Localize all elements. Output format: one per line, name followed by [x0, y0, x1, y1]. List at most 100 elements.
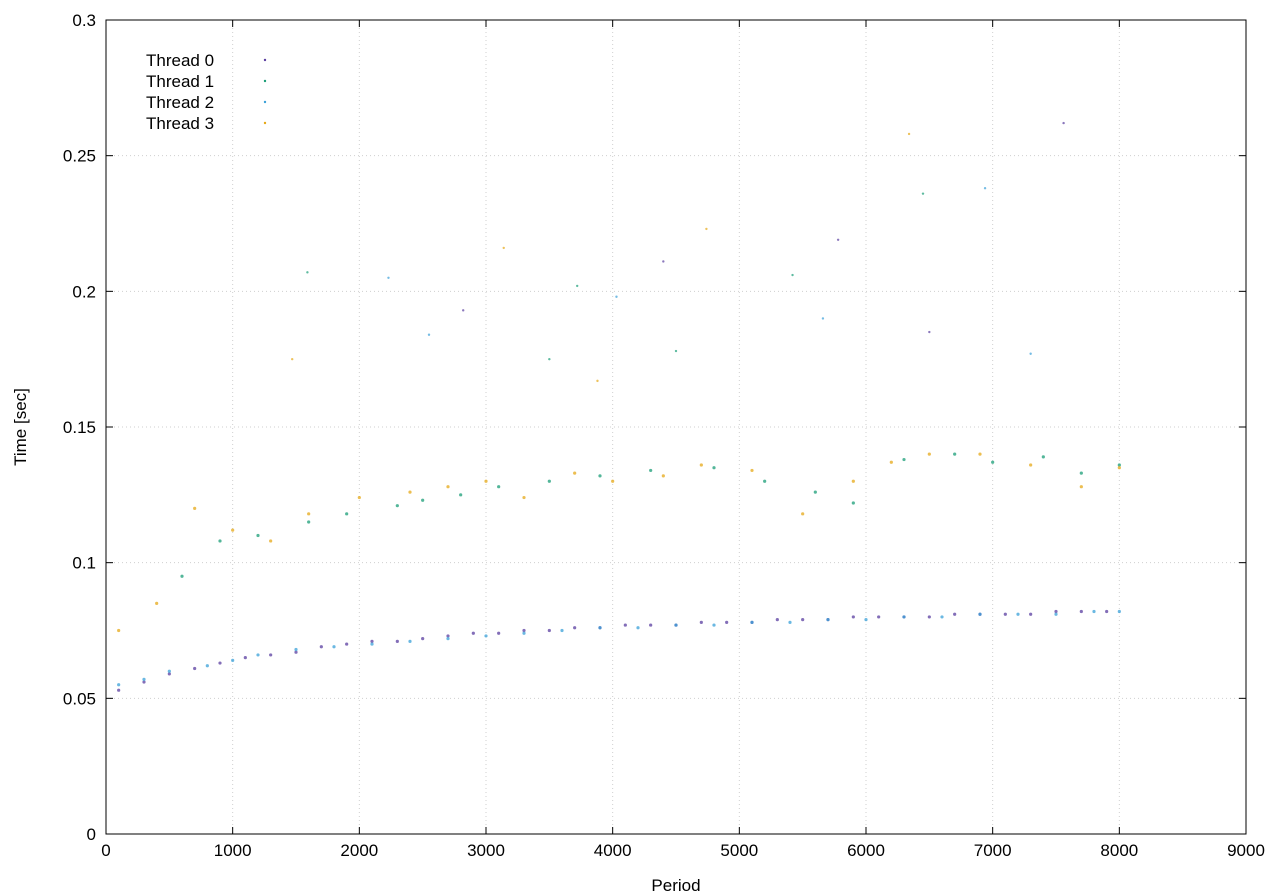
y-axis-label: Time [sec]	[11, 388, 30, 466]
outlier-point	[291, 357, 294, 361]
data-point	[294, 647, 298, 652]
outlier-points	[291, 121, 1065, 383]
data-point	[851, 479, 855, 483]
data-point	[446, 637, 450, 641]
outlier-point	[662, 260, 665, 263]
x-tick-label: 3000	[467, 841, 505, 860]
data-point	[205, 664, 209, 668]
y-tick-label: 0.3	[72, 11, 96, 30]
data-point	[1079, 485, 1083, 489]
data-point	[801, 512, 805, 516]
x-tick-label: 7000	[974, 841, 1012, 860]
data-point	[991, 460, 995, 464]
legend-marker	[263, 121, 267, 125]
data-point	[345, 642, 349, 646]
outlier-point	[576, 284, 579, 288]
data-point	[927, 615, 931, 619]
data-point	[902, 615, 906, 619]
data-point	[889, 460, 893, 464]
x-tick-label: 2000	[340, 841, 378, 860]
data-point	[231, 528, 235, 532]
x-tick-label: 8000	[1100, 841, 1138, 860]
outlier-point	[462, 309, 465, 312]
data-point	[167, 669, 171, 673]
data-point	[446, 634, 450, 638]
data-point	[560, 628, 564, 633]
data-point	[788, 620, 792, 624]
data-point	[1079, 609, 1083, 614]
tick-labels: 0 1000 2000 3000 4000 5000 6000 7000 8000 9000 0 0.…	[63, 11, 1265, 860]
data-point	[256, 533, 260, 538]
outlier-point	[907, 132, 911, 136]
data-point	[1054, 612, 1058, 616]
outlier-point	[1029, 352, 1032, 355]
data-point	[155, 601, 159, 605]
data-point	[395, 639, 399, 643]
legend-label: Thread 3	[146, 114, 214, 133]
outlier-point	[674, 349, 678, 353]
outlier-point	[836, 238, 840, 241]
data-point	[421, 498, 425, 502]
data-point	[522, 628, 526, 633]
data-point	[864, 618, 868, 622]
data-point	[953, 452, 957, 456]
data-point	[978, 612, 982, 616]
data-point	[294, 650, 298, 654]
outlier-point	[502, 246, 505, 250]
data-point	[902, 457, 906, 462]
data-point	[953, 612, 957, 616]
x-tick-label: 1000	[214, 841, 252, 860]
data-point	[763, 479, 767, 483]
x-tick-label: 4000	[594, 841, 632, 860]
data-point	[484, 479, 488, 483]
y-tick-label: 0.1	[72, 554, 96, 573]
data-point	[142, 677, 146, 681]
legend-marker	[263, 79, 267, 83]
data-point	[750, 468, 754, 473]
data-point	[180, 574, 184, 578]
data-point	[547, 479, 551, 483]
data-point	[408, 490, 412, 494]
data-point	[725, 620, 729, 624]
data-point	[142, 680, 146, 684]
data-point	[636, 626, 640, 630]
outlier-point	[821, 317, 825, 320]
data-point	[1054, 609, 1058, 614]
outlier-point	[928, 330, 931, 334]
legend-marker	[263, 100, 267, 104]
series-2	[117, 609, 1121, 687]
data-point	[269, 653, 273, 657]
data-point	[319, 645, 323, 649]
data-point	[1016, 612, 1020, 616]
series-3	[117, 452, 1121, 633]
data-point	[1105, 609, 1109, 614]
data-point	[674, 623, 678, 627]
axis-ticks	[105, 19, 1247, 835]
legend-label: Thread 1	[146, 72, 214, 91]
data-point	[775, 618, 779, 622]
data-point	[332, 645, 336, 649]
data-point	[218, 661, 222, 665]
data-point	[927, 452, 931, 456]
series-1	[180, 452, 1121, 578]
data-point	[649, 468, 653, 473]
data-point	[598, 474, 602, 478]
y-tick-label: 0.2	[72, 282, 96, 301]
series-0	[117, 609, 1109, 692]
data-point	[1041, 455, 1045, 459]
data-point	[699, 620, 703, 624]
data-point	[1117, 466, 1121, 470]
data-point	[167, 672, 171, 676]
data-point	[750, 620, 754, 624]
legend-label: Thread 2	[146, 93, 214, 112]
data-point	[1029, 612, 1033, 616]
y-tick-label: 0.15	[63, 418, 96, 437]
outlier-point	[705, 227, 708, 231]
x-axis-label: Period	[651, 876, 700, 895]
data-point	[193, 506, 197, 510]
data-point	[256, 653, 260, 657]
data-point	[1092, 609, 1096, 614]
data-point	[649, 623, 653, 627]
outlier-point	[921, 192, 925, 195]
outlier-point	[387, 276, 390, 279]
